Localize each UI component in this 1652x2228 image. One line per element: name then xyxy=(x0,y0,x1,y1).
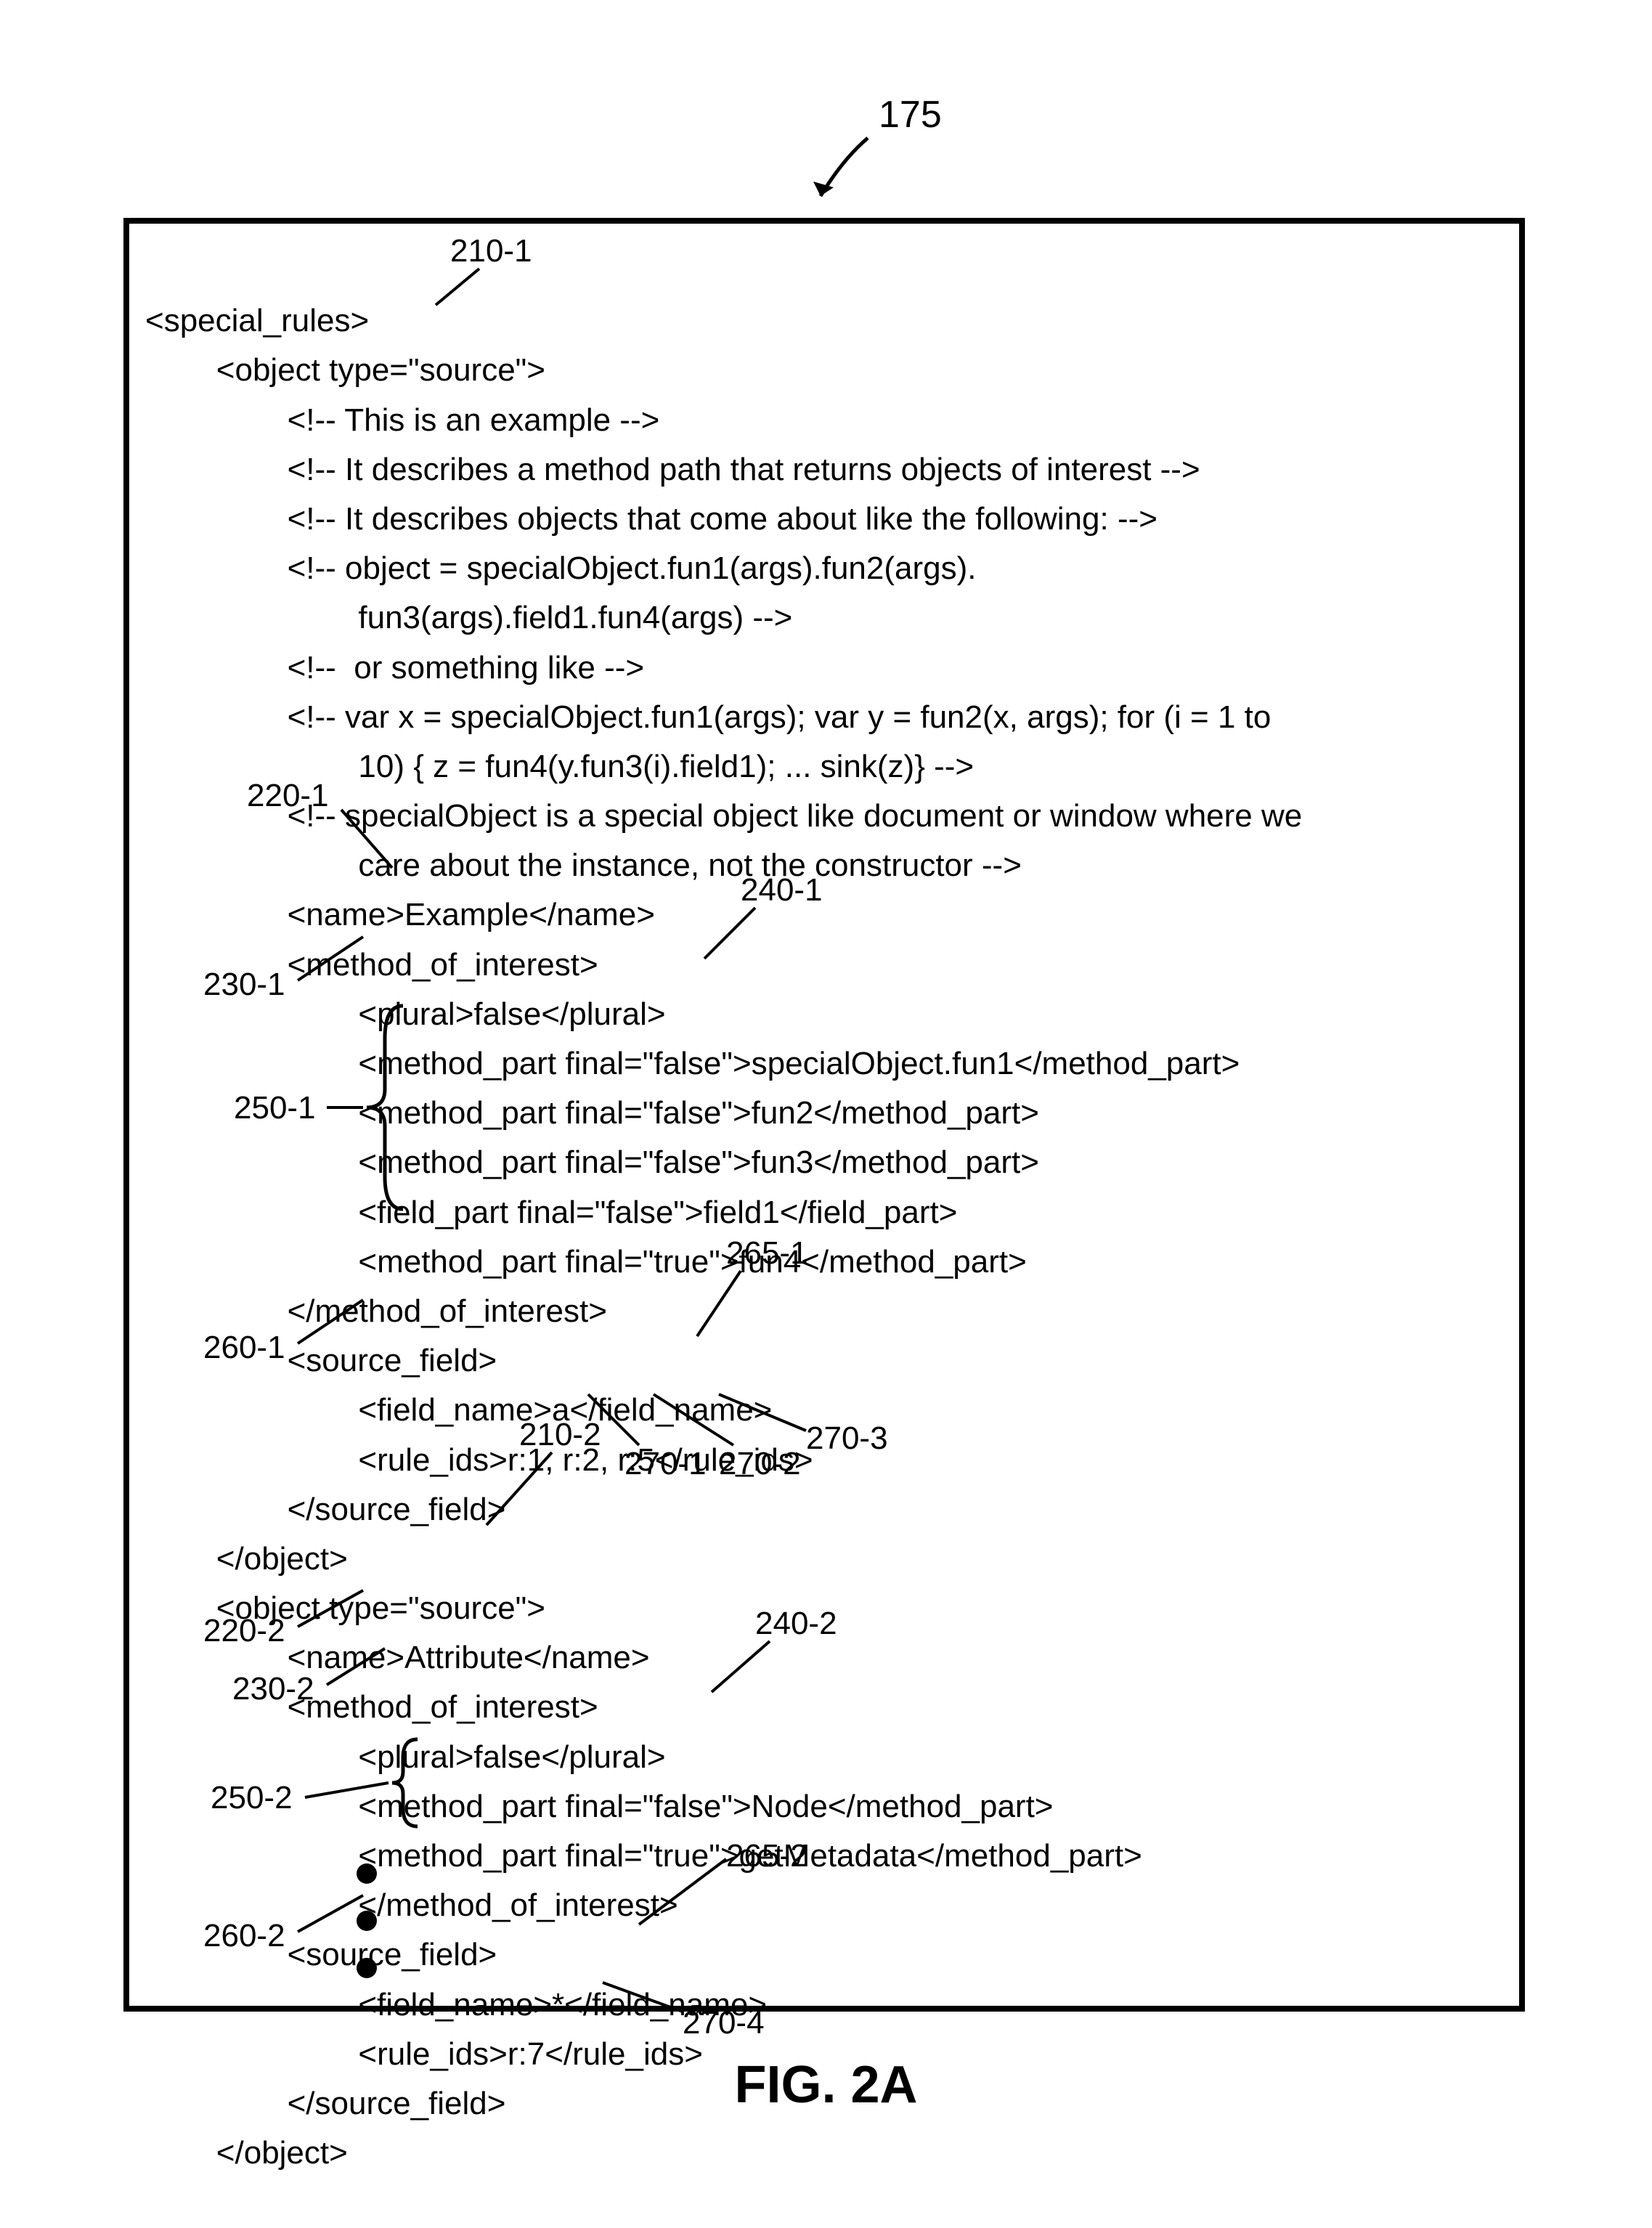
code-line: </object> xyxy=(216,2135,348,2171)
code-line: <object type="source"> xyxy=(216,352,545,388)
code-line: </method_of_interest> xyxy=(358,1887,678,1923)
code-line: <!-- or something like --> xyxy=(288,650,645,686)
page-ref-group: 175 xyxy=(799,94,944,221)
code-line: <rule_ids>r:1, r:2, r:5</rule_ids> xyxy=(358,1442,813,1478)
code-line: fun3(args).field1.fun4(args) --> xyxy=(358,600,792,635)
code-line: </method_of_interest> xyxy=(288,1293,607,1329)
code-line: <!-- object = specialObject.fun1(args).f… xyxy=(288,550,977,586)
page-ref-arrow: 175 xyxy=(799,94,944,218)
figure-caption: FIG. 2A xyxy=(0,2055,1652,2115)
code-line: <!-- This is an example --> xyxy=(288,402,660,438)
code-line: <method_of_interest> xyxy=(288,947,598,983)
code-line: <plural>false</plural> xyxy=(358,996,665,1032)
code-line: <method_part final="false">fun2</method_… xyxy=(358,1095,1039,1131)
code-line: <field_name>*</field_name> xyxy=(358,1987,767,2022)
code-line: 10) { z = fun4(y.fun3(i).field1); ... si… xyxy=(358,749,974,784)
code-line: <name>Example</name> xyxy=(288,897,655,932)
code-line: <!-- It describes a method path that ret… xyxy=(288,452,1200,487)
code-line: <method_part final="false">Node</method_… xyxy=(358,1789,1053,1824)
code-line: </object> xyxy=(216,1541,348,1577)
figure-stage: 175 <special_rules> <object type="source… xyxy=(0,0,1652,2187)
code-line: <!-- It describes objects that come abou… xyxy=(288,501,1157,537)
code-line: <field_part final="false">field1</field_… xyxy=(358,1195,957,1230)
page-ref-text: 175 xyxy=(879,94,942,136)
code-line: <method_of_interest> xyxy=(288,1689,598,1725)
code-line: <special_rules> xyxy=(145,303,369,338)
code-line: care about the instance, not the constru… xyxy=(358,847,1022,883)
code-line: <!-- var x = specialObject.fun1(args); v… xyxy=(288,699,1271,735)
ellipsis-dots xyxy=(349,1852,392,2001)
code-line: </source_field> xyxy=(288,1492,506,1527)
code-line: <method_part final="true">fun4</method_p… xyxy=(358,1244,1026,1280)
code-line: <field_name>a</field_name> xyxy=(358,1392,772,1428)
code-block: <special_rules> <object type="source"> <… xyxy=(145,247,1302,2228)
code-line: <name>Attribute</name> xyxy=(288,1640,650,1675)
code-line: <method_part final="true">getMetadata</m… xyxy=(358,1838,1142,1874)
code-line: <plural>false</plural> xyxy=(358,1739,665,1775)
code-line: <object type="source"> xyxy=(216,1590,545,1626)
code-line: <source_field> xyxy=(288,1343,497,1378)
code-line: <method_part final="false">fun3</method_… xyxy=(358,1145,1039,1180)
code-line: <method_part final="false">specialObject… xyxy=(358,1046,1240,1081)
code-line: <!-- specialObject is a special object l… xyxy=(288,798,1303,834)
